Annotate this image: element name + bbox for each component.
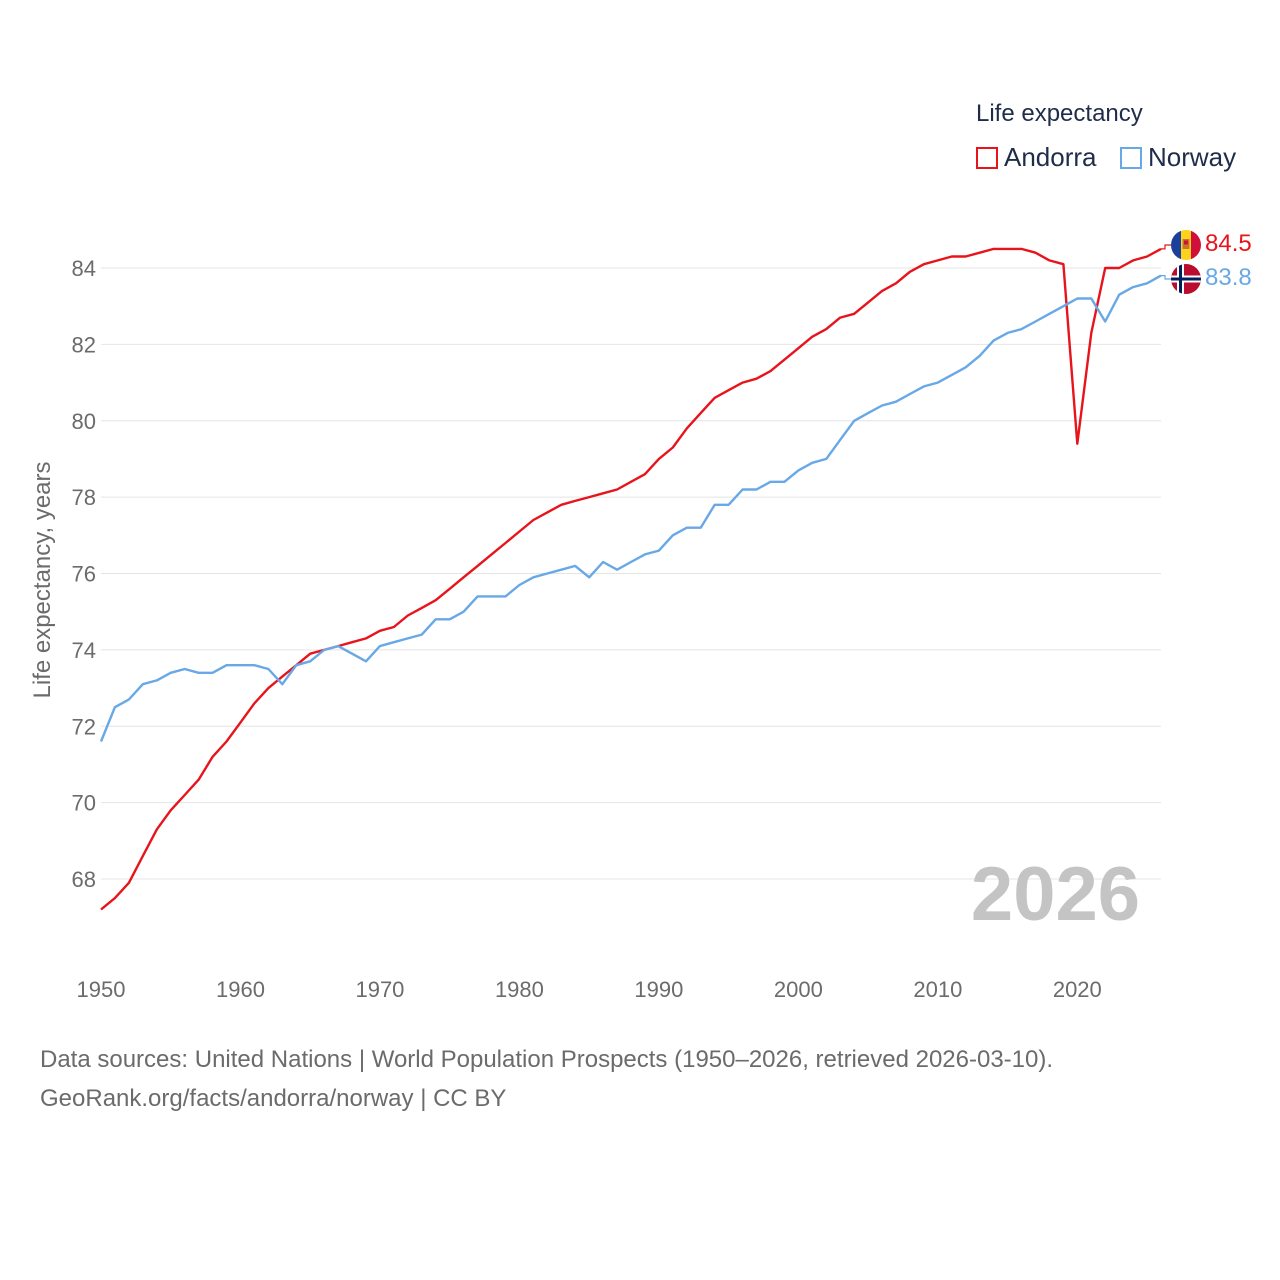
legend-item-norway[interactable]: Norway: [1120, 142, 1236, 173]
x-tick-label: 1960: [216, 977, 265, 1002]
legend-label-norway: Norway: [1148, 142, 1237, 172]
series-lines: [99, 244, 1171, 911]
x-tick-label: 2010: [913, 977, 962, 1002]
x-tick-label: 1980: [495, 977, 544, 1002]
x-tick-label: 1970: [355, 977, 404, 1002]
y-axis-label: Life expectancy, years: [29, 461, 56, 698]
series-line-andorra[interactable]: [100, 247, 1162, 911]
legend-label-andorra: Andorra: [1004, 142, 1097, 172]
legend-item-andorra[interactable]: Andorra: [976, 142, 1097, 173]
y-tick-label: 84: [72, 256, 96, 281]
y-tick-label: 74: [72, 638, 96, 663]
x-tick-label: 1950: [77, 977, 126, 1002]
x-tick-label: 1990: [634, 977, 683, 1002]
year-label: 2026: [971, 852, 1140, 937]
x-tick-label: 2020: [1053, 977, 1102, 1002]
y-tick-label: 80: [72, 409, 96, 434]
norway-flag-icon: [1171, 264, 1201, 294]
y-axis-ticks: 68 70 72 74 76 78 80 82 84: [72, 256, 96, 892]
line-chart: 68 70 72 74 76 78 80 82 84 1950 1960 1970 1980 1990 2…: [29, 230, 1252, 1002]
series-connector-andorra: [1161, 244, 1171, 250]
y-tick-label: 76: [72, 562, 96, 587]
andorra-end-label: 84.5: [1205, 230, 1252, 257]
x-axis-ticks: 1950 1960 1970 1980 1990 2000 2010 2020: [77, 977, 1102, 1002]
x-tick-label: 2000: [774, 977, 823, 1002]
source-line-2[interactable]: GeoRank.org/facts/andorra/norway | CC BY: [40, 1085, 507, 1112]
legend-title: Life expectancy: [976, 100, 1143, 127]
y-tick-label: 72: [72, 714, 96, 739]
series-line-norway[interactable]: [99, 274, 1162, 742]
y-tick-label: 82: [72, 332, 96, 357]
andorra-flag-icon: [1171, 230, 1201, 260]
source-line-1: Data sources: United Nations | World Pop…: [40, 1046, 1054, 1073]
legend-swatch-norway: [1120, 146, 1142, 169]
gridlines: [101, 267, 1161, 880]
series-connector-norway: [1161, 275, 1171, 280]
y-tick-label: 78: [72, 485, 96, 510]
y-tick-label: 68: [72, 867, 96, 892]
y-tick-label: 70: [72, 791, 96, 816]
legend-swatch-andorra: [976, 146, 998, 169]
norway-end-label: 83.8: [1205, 264, 1252, 291]
